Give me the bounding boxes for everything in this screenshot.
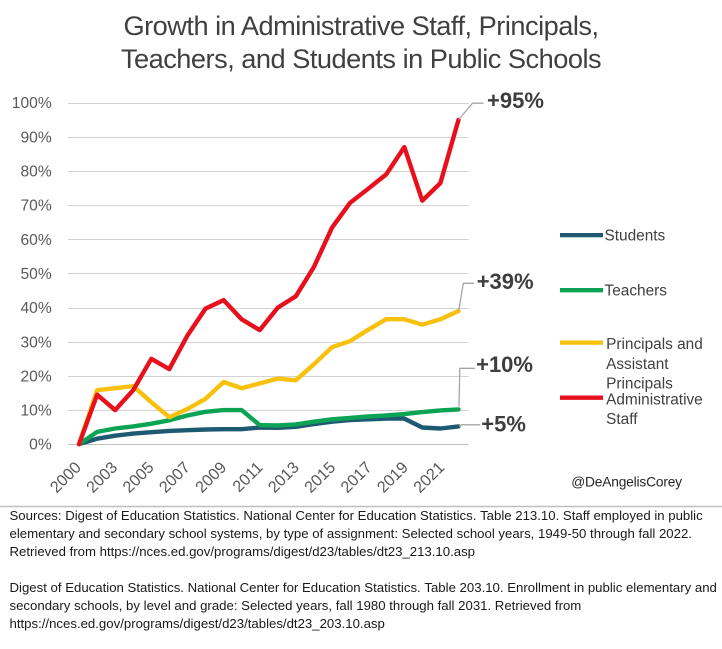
svg-text:2003: 2003 <box>83 458 121 496</box>
svg-text:50%: 50% <box>20 266 51 283</box>
svg-text:2019: 2019 <box>374 458 412 496</box>
svg-text:60%: 60% <box>20 232 51 249</box>
svg-text:Teachers: Teachers <box>605 282 668 299</box>
svg-text:2015: 2015 <box>301 458 339 496</box>
svg-text:10%: 10% <box>20 403 51 420</box>
svg-text:2011: 2011 <box>229 458 266 495</box>
svg-text:30%: 30% <box>20 334 51 351</box>
svg-text:90%: 90% <box>20 129 51 146</box>
svg-text:2000: 2000 <box>47 458 85 496</box>
svg-text:+10%: +10% <box>476 352 533 377</box>
svg-text:2005: 2005 <box>119 458 157 496</box>
svg-text:20%: 20% <box>20 368 51 385</box>
svg-text:+95%: +95% <box>487 88 544 113</box>
svg-text:+5%: +5% <box>481 412 526 437</box>
svg-text:70%: 70% <box>20 198 51 215</box>
svg-text:2021: 2021 <box>410 458 448 496</box>
svg-text:0%: 0% <box>29 437 52 454</box>
svg-text:Administrative: Administrative <box>606 392 703 409</box>
svg-text:2013: 2013 <box>265 458 303 496</box>
svg-text:Assistant: Assistant <box>606 356 669 373</box>
svg-text:Principals: Principals <box>606 376 673 393</box>
svg-text:+39%: +39% <box>477 269 534 294</box>
svg-text:40%: 40% <box>20 300 51 317</box>
svg-text:2007: 2007 <box>156 458 194 496</box>
svg-text:80%: 80% <box>20 164 51 181</box>
svg-text:Staff: Staff <box>606 411 638 428</box>
svg-text:Students: Students <box>605 227 666 244</box>
svg-text:Principals and: Principals and <box>606 336 703 353</box>
svg-text:2009: 2009 <box>192 458 230 496</box>
svg-text:2017: 2017 <box>337 458 375 496</box>
svg-text:@DeAngelisCorey: @DeAngelisCorey <box>571 474 682 489</box>
svg-text:100%: 100% <box>12 95 52 112</box>
